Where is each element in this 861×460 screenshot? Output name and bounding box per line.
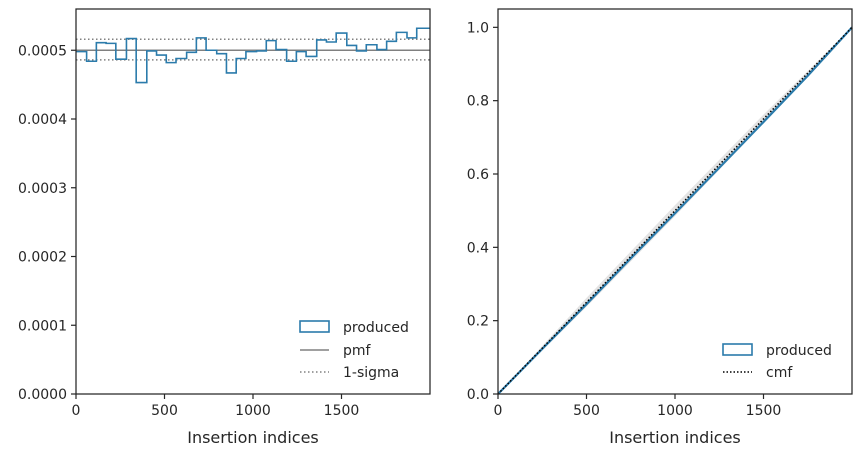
right-x-ticks: 0 500 1000 1500 [494, 394, 782, 419]
right-y-ticks: 0.0 0.2 0.4 0.6 0.8 1.0 [467, 20, 498, 403]
right-x-axis-label: Insertion indices [609, 428, 741, 447]
cmf-panel: 0 500 1000 1500 0.0 0.2 0.4 0.6 0.8 1.0 Insertio… [467, 8, 853, 447]
y-tick-label: 0.8 [467, 94, 489, 110]
x-tick-label: 500 [573, 403, 600, 419]
histogram-bars [76, 27, 430, 84]
cmf-lines [497, 26, 853, 395]
left-x-ticks: 0 500 1000 1500 [72, 394, 360, 419]
legend-produced-swatch-right [722, 343, 753, 356]
legend-produced-swatch [299, 320, 330, 333]
x-tick-label: 1500 [746, 403, 782, 419]
right-plot-frame [497, 8, 853, 395]
x-tick-label: 1000 [235, 403, 271, 419]
y-tick-label: 0.0004 [18, 112, 67, 128]
y-tick-label: 0.0003 [18, 181, 67, 197]
y-tick-label: 0.0005 [18, 43, 67, 59]
legend-produced-label: produced [343, 320, 409, 336]
x-tick-label: 1500 [324, 403, 360, 419]
legend-pmf-label: pmf [343, 343, 372, 359]
legend-produced-label-right: produced [766, 343, 832, 359]
y-tick-label: 0.0001 [18, 318, 67, 334]
y-tick-label: 0.0000 [18, 387, 67, 403]
legend-sigma-label: 1-sigma [343, 365, 399, 381]
y-tick-label: 1.0 [467, 20, 489, 36]
series-produced [497, 26, 853, 395]
y-tick-label: 0.6 [467, 167, 489, 183]
left-plot-frame [75, 8, 431, 395]
series-cmf [497, 26, 853, 395]
histogram-panel: 0 500 1000 1500 0.00000.00010.00020.00030.0… [18, 8, 431, 447]
y-tick-label: 0.4 [467, 240, 489, 256]
histogram-step [76, 27, 430, 84]
x-tick-label: 0 [494, 403, 503, 419]
legend-cmf-label: cmf [766, 365, 793, 381]
x-tick-label: 500 [151, 403, 178, 419]
left-legend: produced pmf 1-sigma [299, 320, 409, 381]
left-x-axis-label: Insertion indices [187, 428, 319, 447]
y-tick-label: 0.2 [467, 314, 489, 330]
x-tick-label: 1000 [657, 403, 693, 419]
y-tick-label: 0.0 [467, 387, 489, 403]
sigma-lines [76, 38, 430, 61]
left-y-ticks: 0.0000 0.0001 0.0002 0.0003 0.0004 0.0005 [18, 43, 76, 403]
y-tick-label: 0.0002 [18, 250, 67, 266]
x-tick-label: 0 [72, 403, 81, 419]
right-legend: produced cmf [722, 343, 832, 381]
